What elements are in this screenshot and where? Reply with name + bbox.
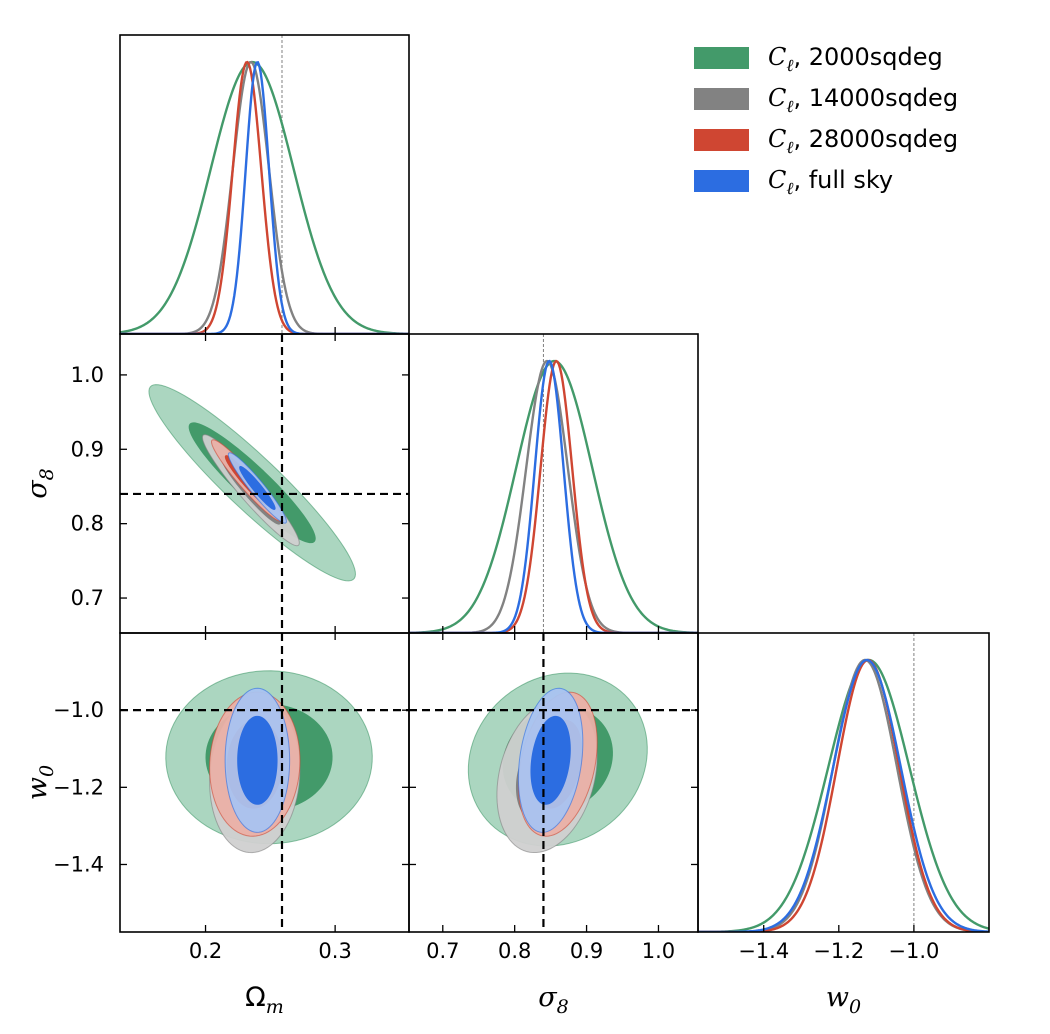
x-tick-label-sigma-8: 0.8 — [498, 939, 531, 963]
marginal-curve-28000sqdeg-omega-m — [120, 60, 409, 334]
y-tick-label-sigma-8: 0.7 — [71, 586, 104, 610]
y-tick-label-sigma-8: 0.9 — [71, 437, 104, 461]
legend-swatch — [694, 47, 749, 69]
axis-label-sigma-8: σ8 — [538, 982, 569, 1018]
y-tick-label-sigma-8: 1.0 — [71, 363, 104, 387]
panel-w0-marginal — [698, 633, 989, 932]
x-tick-label-omega-m: 0.2 — [189, 939, 222, 963]
x-tick-label-w-0: −1.2 — [813, 939, 864, 963]
x-tick-label-sigma-8: 0.7 — [426, 939, 459, 963]
x-tick-label-w-0: −1.4 — [738, 939, 789, 963]
y-tick-label-w-0: −1.4 — [53, 852, 104, 876]
legend-swatch — [694, 88, 749, 110]
x-tick-label-sigma-8: 0.9 — [570, 939, 603, 963]
x-tick-label-w-0: −1.0 — [888, 939, 939, 963]
axis-ticks: 0.2 0.3 0.7 0.8 0.9 1.0 −1.4 −1.2 −1.0 0.7 0.8 0.9 1… — [53, 327, 939, 963]
legend-label: Cℓ, full sky — [768, 166, 893, 199]
axis-label-omega-m: Ωm — [245, 982, 284, 1018]
marginal-curve-14000sqdeg-sigma-8 — [409, 359, 698, 633]
legend-swatch — [694, 170, 749, 192]
marginal-curve-28000sqdeg-sigma-8 — [409, 359, 698, 633]
panel-sigma8-marginal — [409, 334, 698, 633]
marginal-curve-28000sqdeg-w-0 — [698, 658, 989, 932]
y-tick-label-sigma-8: 0.8 — [71, 512, 104, 536]
legend-label: Cℓ, 14000sqdeg — [768, 84, 958, 117]
panel-sigma8-vs-omegam — [120, 334, 409, 633]
panel-omegam-marginal — [120, 35, 409, 334]
marginal-curve-2000sqdeg-omega-m — [120, 60, 409, 334]
legend-swatch — [694, 129, 749, 151]
panel-w0-vs-omegam — [120, 633, 409, 932]
y-tick-label-w-0: −1.0 — [53, 698, 104, 722]
axis-label-w-0: w0 — [22, 765, 58, 800]
panel-frames — [119, 34, 990, 933]
x-tick-label-omega-m: 0.3 — [318, 939, 351, 963]
legend-item-full-sky: Cℓ, full sky — [694, 166, 893, 199]
axis-label-w-0: w0 — [826, 982, 861, 1018]
legend-item-2000sqdeg: Cℓ, 2000sqdeg — [694, 43, 943, 76]
legend: Cℓ, 2000sqdeg Cℓ, 14000sqdeg Cℓ, 28000sqde… — [694, 43, 958, 199]
x-tick-label-sigma-8: 1.0 — [642, 939, 675, 963]
y-tick-label-w-0: −1.2 — [53, 775, 104, 799]
marginal-curve-full-sky-omega-m — [120, 60, 409, 334]
contour-68-full-sky-om_s8 — [239, 465, 276, 510]
contour-68-full-sky-s8_w — [530, 715, 571, 805]
legend-item-28000sqdeg: Cℓ, 28000sqdeg — [694, 125, 958, 158]
marginal-curve-2000sqdeg-sigma-8 — [409, 359, 698, 633]
marginal-curve-full-sky-w-0 — [698, 658, 989, 932]
axis-label-sigma-8: σ8 — [22, 468, 58, 499]
marginal-curve-full-sky-sigma-8 — [409, 359, 698, 633]
legend-item-14000sqdeg: Cℓ, 14000sqdeg — [694, 84, 958, 117]
panel-frame-2-2 — [697, 632, 990, 933]
panel-frame-0-0 — [119, 34, 410, 335]
marginal-curve-14000sqdeg-w-0 — [698, 658, 989, 932]
legend-label: Cℓ, 2000sqdeg — [768, 43, 943, 76]
axis-labels: Ωm σ8 w0 σ8 w0 — [22, 468, 861, 1018]
marginal-curve-2000sqdeg-w-0 — [698, 658, 989, 932]
contour-68-full-sky-om_w — [237, 715, 278, 805]
panel-w0-vs-sigma8 — [409, 633, 698, 932]
legend-label: Cℓ, 28000sqdeg — [768, 125, 958, 158]
